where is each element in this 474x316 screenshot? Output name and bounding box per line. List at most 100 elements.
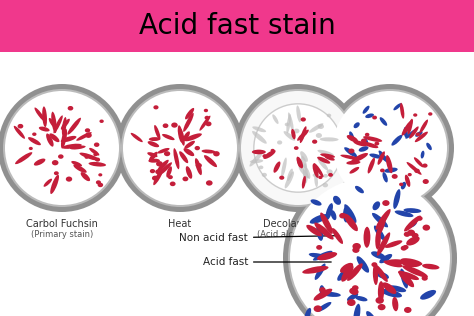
Ellipse shape: [387, 259, 407, 264]
Ellipse shape: [313, 289, 332, 301]
Ellipse shape: [168, 175, 173, 179]
Ellipse shape: [372, 262, 377, 267]
Text: Heat: Heat: [168, 219, 191, 229]
Ellipse shape: [318, 124, 324, 129]
Ellipse shape: [319, 287, 326, 292]
Ellipse shape: [408, 173, 412, 176]
Ellipse shape: [89, 162, 106, 167]
Ellipse shape: [249, 151, 263, 167]
Ellipse shape: [157, 148, 170, 154]
Ellipse shape: [328, 173, 333, 177]
Ellipse shape: [401, 182, 406, 189]
Ellipse shape: [121, 89, 239, 207]
Text: (Primary stain): (Primary stain): [31, 230, 93, 239]
Ellipse shape: [302, 176, 306, 189]
Ellipse shape: [386, 155, 392, 173]
Ellipse shape: [164, 151, 170, 156]
Ellipse shape: [34, 159, 46, 166]
Ellipse shape: [393, 103, 401, 110]
Ellipse shape: [68, 106, 73, 111]
Ellipse shape: [286, 114, 291, 133]
Ellipse shape: [395, 210, 413, 217]
Ellipse shape: [250, 159, 263, 163]
Ellipse shape: [80, 153, 100, 161]
Ellipse shape: [375, 229, 381, 249]
Ellipse shape: [363, 136, 382, 142]
Ellipse shape: [312, 164, 319, 178]
Ellipse shape: [81, 172, 90, 181]
Ellipse shape: [131, 133, 143, 142]
Text: Decolarization: Decolarization: [263, 219, 333, 229]
Ellipse shape: [352, 285, 358, 290]
Ellipse shape: [271, 149, 275, 152]
Ellipse shape: [403, 208, 421, 213]
Ellipse shape: [239, 89, 357, 207]
Ellipse shape: [314, 222, 334, 240]
Ellipse shape: [185, 108, 194, 119]
Ellipse shape: [147, 141, 159, 147]
Ellipse shape: [18, 124, 23, 129]
Ellipse shape: [3, 89, 121, 207]
Ellipse shape: [426, 143, 432, 150]
Ellipse shape: [204, 155, 217, 167]
Ellipse shape: [337, 268, 349, 281]
Ellipse shape: [316, 245, 322, 250]
Ellipse shape: [312, 140, 317, 144]
Text: Non acid fast: Non acid fast: [179, 233, 339, 243]
Ellipse shape: [149, 137, 160, 141]
Ellipse shape: [315, 264, 326, 280]
Ellipse shape: [283, 131, 295, 141]
Ellipse shape: [422, 264, 439, 270]
Ellipse shape: [422, 163, 428, 168]
Ellipse shape: [385, 240, 402, 248]
Ellipse shape: [285, 171, 294, 188]
Ellipse shape: [313, 251, 332, 261]
Ellipse shape: [76, 132, 91, 141]
Ellipse shape: [195, 158, 202, 175]
Ellipse shape: [363, 106, 370, 114]
Ellipse shape: [279, 176, 284, 180]
Ellipse shape: [54, 115, 63, 133]
Ellipse shape: [98, 173, 102, 176]
Ellipse shape: [343, 206, 349, 222]
Ellipse shape: [379, 153, 391, 164]
Ellipse shape: [263, 154, 267, 158]
Ellipse shape: [359, 146, 368, 152]
Ellipse shape: [405, 129, 417, 139]
Ellipse shape: [153, 168, 164, 185]
Ellipse shape: [66, 177, 72, 182]
Ellipse shape: [58, 154, 64, 159]
Ellipse shape: [319, 285, 325, 296]
Ellipse shape: [296, 106, 301, 122]
Ellipse shape: [294, 146, 299, 150]
Ellipse shape: [401, 119, 413, 136]
Ellipse shape: [407, 229, 415, 236]
Ellipse shape: [354, 122, 360, 128]
Ellipse shape: [402, 265, 428, 277]
Ellipse shape: [423, 179, 429, 184]
Text: Methylene blue: Methylene blue: [352, 219, 428, 229]
Ellipse shape: [364, 227, 370, 248]
Ellipse shape: [306, 225, 322, 236]
Ellipse shape: [259, 166, 264, 169]
Ellipse shape: [333, 91, 447, 205]
Ellipse shape: [309, 123, 323, 133]
Ellipse shape: [408, 119, 413, 134]
Ellipse shape: [322, 183, 328, 187]
Ellipse shape: [35, 107, 46, 122]
Ellipse shape: [147, 152, 157, 157]
Ellipse shape: [380, 117, 387, 126]
Ellipse shape: [361, 138, 367, 143]
Ellipse shape: [0, 84, 126, 212]
Ellipse shape: [184, 133, 202, 141]
Ellipse shape: [296, 157, 303, 168]
Ellipse shape: [196, 163, 202, 168]
Text: (Acid alcohol wash): (Acid alcohol wash): [257, 230, 339, 239]
Ellipse shape: [310, 214, 328, 224]
Ellipse shape: [314, 163, 324, 177]
Ellipse shape: [399, 270, 414, 287]
Ellipse shape: [200, 116, 210, 131]
Ellipse shape: [62, 144, 82, 149]
Ellipse shape: [409, 221, 417, 228]
Ellipse shape: [293, 129, 300, 133]
